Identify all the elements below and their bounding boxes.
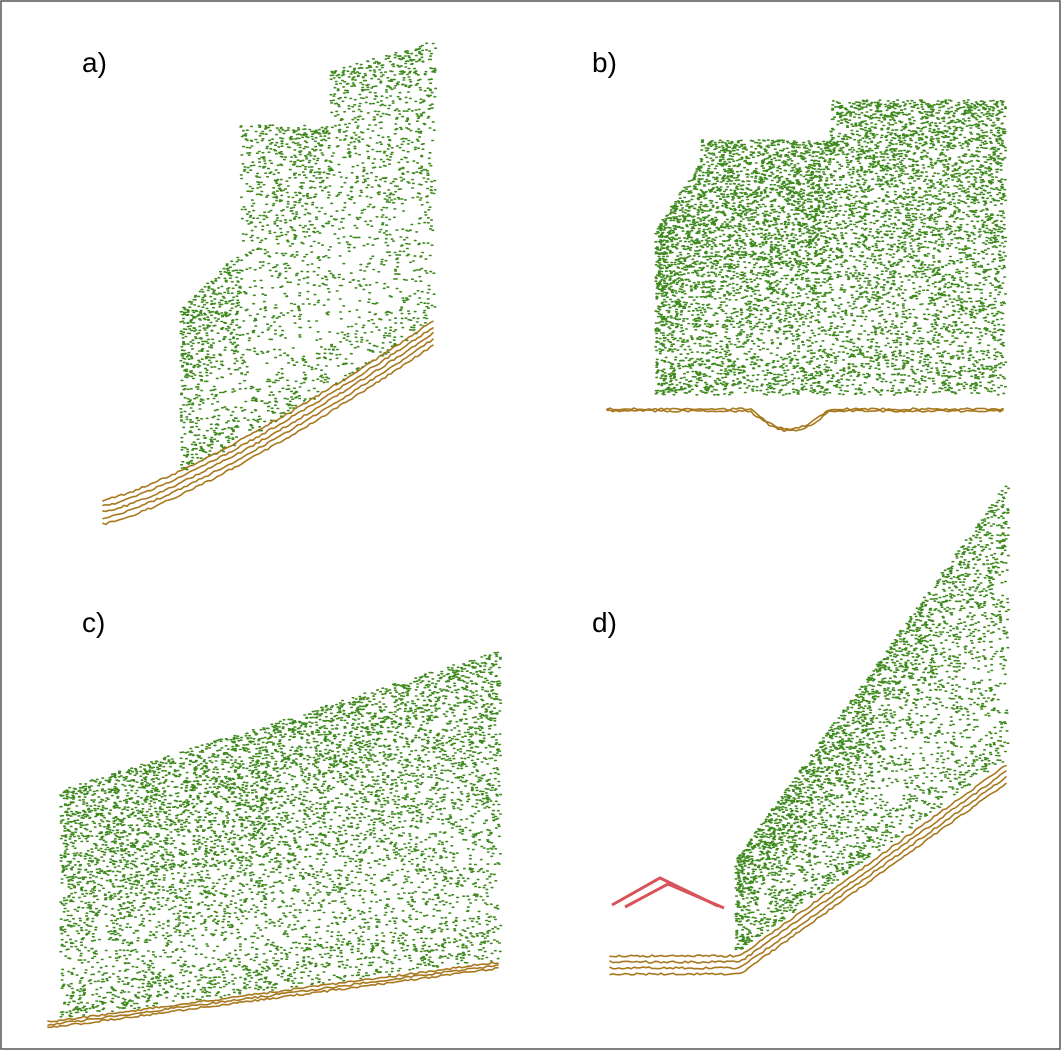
panel-label: c) [82, 607, 105, 638]
panel-label: b) [592, 47, 617, 78]
panel-label: d) [592, 607, 617, 638]
panel-label: a) [82, 47, 107, 78]
frame [1, 1, 1060, 1049]
figure: a) b) c) d) [0, 0, 1061, 1050]
